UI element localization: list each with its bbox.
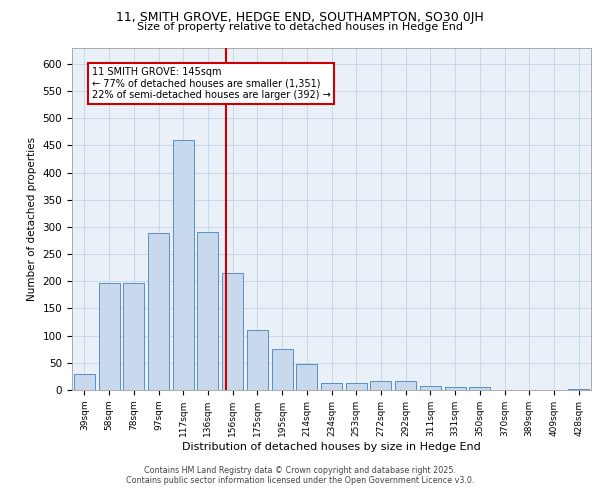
Text: Size of property relative to detached houses in Hedge End: Size of property relative to detached ho… — [137, 22, 463, 32]
Bar — [370, 381, 391, 390]
Bar — [222, 273, 243, 390]
Bar — [98, 283, 119, 390]
Bar — [420, 386, 441, 390]
Bar — [74, 374, 95, 390]
Bar — [469, 388, 490, 390]
Bar — [247, 330, 268, 390]
X-axis label: Distribution of detached houses by size in Hedge End: Distribution of detached houses by size … — [182, 442, 481, 452]
Text: 11, SMITH GROVE, HEDGE END, SOUTHAMPTON, SO30 0JH: 11, SMITH GROVE, HEDGE END, SOUTHAMPTON,… — [116, 11, 484, 24]
Bar — [321, 383, 342, 390]
Text: Contains HM Land Registry data © Crown copyright and database right 2025.: Contains HM Land Registry data © Crown c… — [144, 466, 456, 475]
Bar — [296, 364, 317, 390]
Bar — [123, 283, 144, 390]
Text: 11 SMITH GROVE: 145sqm
← 77% of detached houses are smaller (1,351)
22% of semi-: 11 SMITH GROVE: 145sqm ← 77% of detached… — [92, 66, 331, 100]
Bar — [445, 388, 466, 390]
Bar — [568, 389, 589, 390]
Bar — [395, 381, 416, 390]
Bar — [148, 234, 169, 390]
Bar — [272, 349, 293, 390]
Bar — [346, 383, 367, 390]
Y-axis label: Number of detached properties: Number of detached properties — [27, 136, 37, 301]
Bar — [197, 232, 218, 390]
Bar — [173, 140, 194, 390]
Text: Contains public sector information licensed under the Open Government Licence v3: Contains public sector information licen… — [126, 476, 474, 485]
